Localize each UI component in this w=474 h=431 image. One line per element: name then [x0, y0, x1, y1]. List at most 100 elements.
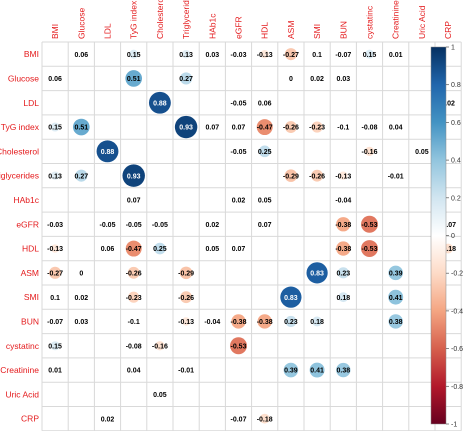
cell-value: -0.05: [231, 100, 247, 107]
row-label-ldl: LDL: [23, 98, 39, 108]
cell-value: 0.03: [205, 52, 219, 59]
cell-value: 0.05: [153, 392, 167, 399]
colorbar-tick-label: -1: [451, 422, 457, 429]
row-label-tyg-index: TyG index: [1, 122, 40, 132]
cell-egfr-cystatinc: -0.53: [361, 215, 378, 233]
cell-smi-bmi: 0.1: [50, 295, 60, 302]
cell-value: 0.07: [127, 198, 141, 205]
cell-circle: [181, 317, 191, 326]
cell-bmi-hab1c: 0.03: [205, 52, 219, 59]
cell-egfr-bun: -0.38: [335, 217, 351, 232]
cell-value: -0.03: [47, 222, 63, 229]
cell-value: -0.18: [257, 416, 273, 423]
cell-value: 0: [289, 76, 293, 83]
cell-cholesterol-egfr: -0.05: [231, 149, 247, 156]
col-label-asm: ASM: [286, 21, 296, 39]
cell-bmi-smi: 0.1: [312, 52, 322, 59]
cell-bun-hab1c: -0.04: [204, 319, 220, 326]
cell-circle: [179, 266, 193, 280]
cell-value: 0.02: [101, 416, 115, 423]
cell-circle: [129, 49, 139, 59]
cell-circle: [72, 118, 90, 136]
cell-ldl-crp: 0.02: [441, 100, 455, 107]
cell-value: -0.01: [388, 173, 404, 180]
cell-circle: [50, 171, 60, 180]
col-label-hab1c: HAb1c: [207, 13, 217, 39]
cell-value: -0.13: [335, 173, 351, 180]
cell-value: 0.41: [310, 368, 324, 375]
col-label-bmi: BMI: [50, 24, 60, 39]
cell-smi-tyg-index: -0.23: [126, 291, 142, 303]
cell-ldl-cholesterol: 0.88: [148, 91, 171, 114]
cell-circle: [122, 164, 145, 187]
cell-value: 0.38: [389, 319, 403, 326]
row-label-hab1c: HAb1c: [13, 195, 39, 205]
cell-value: 0.13: [48, 173, 62, 180]
cell-circle: [174, 115, 198, 139]
col-label-cholesterol: Cholesterol: [155, 0, 165, 39]
cell-cystatinc-cholesterol: -0.16: [152, 341, 168, 351]
cell-bmi-bun: -0.07: [335, 52, 351, 59]
cell-value: 0.07: [205, 125, 219, 132]
cell-value: 0.23: [336, 270, 350, 277]
cell-circle: [181, 49, 191, 59]
cell-value: -0.07: [231, 416, 247, 423]
cell-circle: [388, 289, 404, 305]
cell-egfr-bmi: -0.03: [47, 222, 63, 229]
cell-bmi-creatinine: 0.01: [389, 52, 403, 59]
cell-value: -0.13: [257, 52, 273, 59]
cell-value: 0.1: [312, 52, 322, 59]
col-label-smi: SMI: [312, 24, 322, 39]
cell-value: 0.51: [74, 125, 88, 132]
cell-bun-triglycerides: -0.13: [178, 317, 194, 326]
cell-egfr-hdl: 0.07: [258, 222, 272, 229]
cell-value: -0.07: [47, 319, 63, 326]
cell-asm-smi: 0.83: [306, 262, 328, 284]
cell-cholesterol-uric-acid: 0.05: [415, 149, 429, 156]
cell-value: -0.05: [152, 222, 168, 229]
cell-egfr-tyg-index: -0.05: [126, 222, 142, 229]
colorbar-tick-label: 0.2: [451, 195, 461, 202]
cell-value: 0.1: [50, 295, 60, 302]
cell-cystatinc-egfr: -0.53: [230, 337, 247, 355]
cell-tyg-index-triglycerides: 0.93: [174, 115, 198, 139]
cell-bmi-glucose: 0.06: [74, 52, 88, 59]
cell-tyg-index-hab1c: 0.07: [205, 125, 219, 132]
cell-hab1c-hdl: 0.05: [258, 198, 272, 205]
row-label-triglycerides: Triglycerides: [0, 171, 39, 181]
cell-value: 0.41: [389, 295, 403, 302]
colorbar-tick-label: -0.6: [451, 346, 463, 353]
cell-tyg-index-bmi: 0.15: [48, 122, 62, 132]
cell-circle: [259, 413, 270, 424]
cell-value: 0.39: [284, 368, 298, 375]
cell-asm-tyg-index: -0.26: [126, 266, 142, 279]
cell-bun-smi: 0.18: [310, 316, 324, 327]
colorbar-tick-label: 0.8: [451, 82, 461, 89]
cell-value: -0.1: [337, 125, 349, 132]
cell-egfr-cholesterol: -0.05: [152, 222, 168, 229]
cell-creatinine-bmi: 0.01: [48, 368, 62, 375]
col-label-creatinine: Creatinine: [391, 0, 401, 39]
cell-asm-triglycerides: -0.29: [178, 266, 194, 280]
cell-tyg-index-glucose: 0.51: [72, 118, 90, 136]
cell-value: 0.23: [284, 319, 298, 326]
cell-value: 0.02: [74, 295, 88, 302]
cell-uric-acid-cholesterol: 0.05: [153, 392, 167, 399]
cell-value: -0.04: [335, 198, 351, 205]
cell-value: 0.93: [127, 173, 141, 180]
color-legend: 1 0.8 0.6 0.4 0.2 0 -0.2 -0.4 -0.6 -0.8 -1: [430, 45, 463, 429]
cell-value: -0.04: [204, 319, 220, 326]
cell-bun-egfr: -0.38: [231, 314, 247, 329]
cell-value: 0.07: [258, 222, 272, 229]
cell-value: -0.05: [126, 222, 142, 229]
cell-glucose-triglycerides: 0.27: [179, 72, 193, 85]
cell-value: 0.39: [389, 270, 403, 277]
cell-glucose-bun: 0.03: [336, 76, 350, 83]
cell-value: -0.38: [257, 319, 273, 326]
cell-value: -0.38: [335, 222, 351, 229]
col-label-egfr: eGFR: [234, 16, 244, 39]
cell-circle: [155, 341, 165, 351]
cell-bun-hdl: -0.38: [257, 314, 273, 329]
cell-value: -0.38: [335, 246, 351, 253]
cell-circle: [336, 217, 351, 232]
